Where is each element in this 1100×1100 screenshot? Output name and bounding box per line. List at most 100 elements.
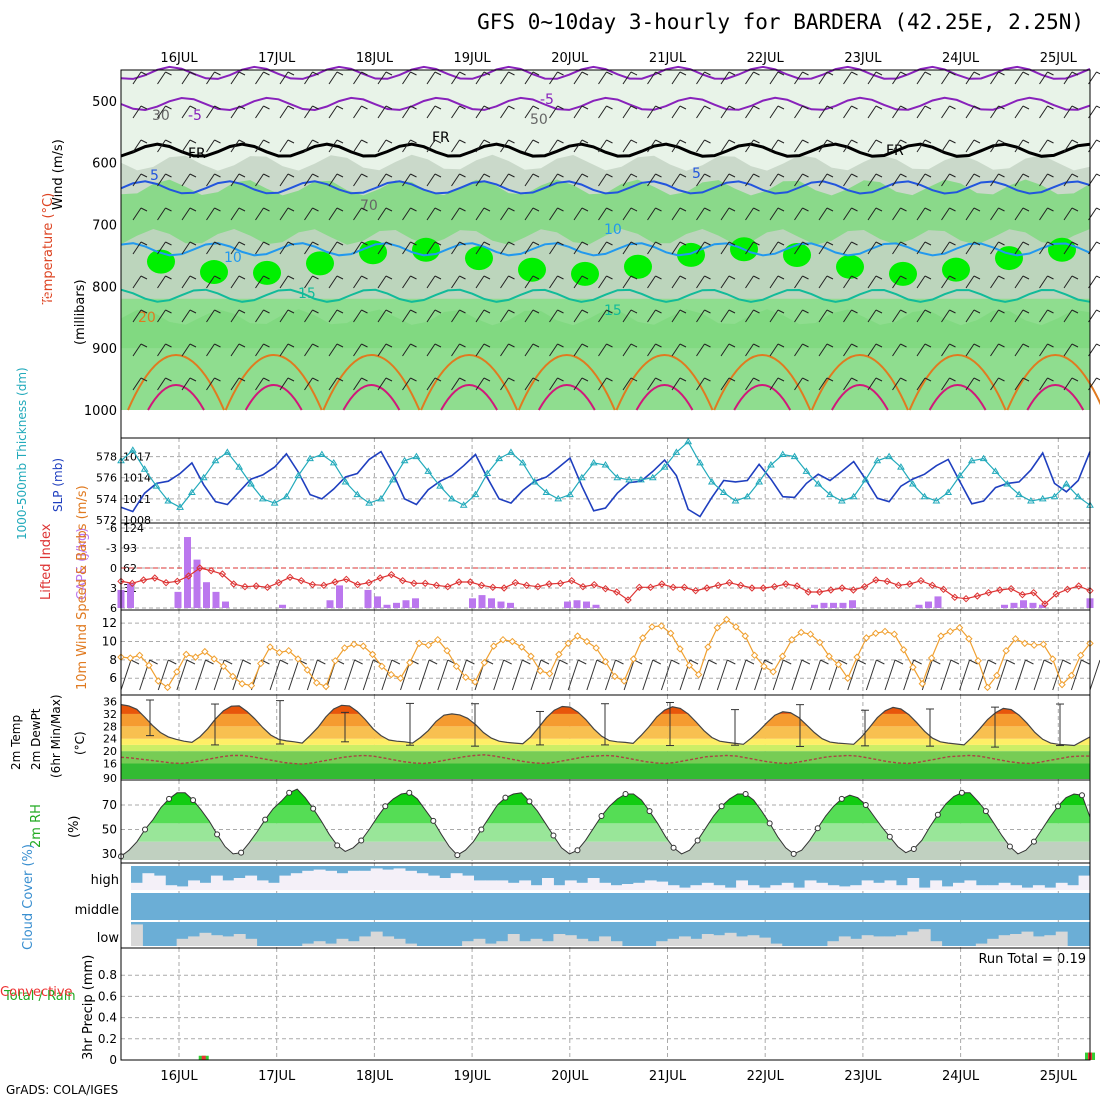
wind-barb-flag: [851, 309, 858, 314]
wind-speed-point: [508, 637, 517, 646]
cloud-low-bar: [679, 936, 691, 946]
li-tick-label: 6: [110, 602, 117, 615]
wind-barb-flag: [753, 377, 760, 382]
wind-barb: [328, 173, 338, 187]
wind-barb: [598, 343, 607, 357]
wind-speed-point: [368, 650, 377, 659]
wind-speed-point: [862, 634, 871, 642]
li-point: [522, 581, 531, 590]
wind-barb: [622, 71, 632, 85]
wind-barb: [304, 139, 313, 153]
cloud-low-bar: [998, 935, 1011, 946]
wind-barb: [206, 377, 215, 391]
li-point: [1029, 588, 1038, 597]
wind-barb: [1039, 139, 1048, 153]
wind-barb-flag: [361, 275, 368, 280]
wind-barb-flag: [950, 659, 960, 665]
cloud-low-bar: [770, 943, 783, 946]
wind-barb: [1039, 207, 1048, 221]
wind-speed-point: [806, 630, 815, 638]
wind-speed-point: [312, 679, 321, 687]
wind-barb-flag: [728, 173, 736, 178]
contour-label: 30: [152, 108, 170, 124]
wind-barb-flag: [189, 173, 197, 178]
thickness-point: [861, 475, 870, 483]
contour-line: [120, 242, 1091, 257]
wind-barb-flag: [361, 309, 368, 314]
wind-barb-flag: [924, 139, 932, 144]
wind-speed-point: [247, 681, 256, 690]
rh-point: [430, 817, 437, 824]
cloud-high-bar: [724, 887, 737, 890]
contour-label: -5: [540, 92, 554, 108]
axis-label-millibars: (millibars): [73, 279, 88, 345]
cloud-low-bar: [713, 935, 726, 946]
wind-barb-flag: [973, 309, 981, 314]
cloud-low-bar: [553, 934, 566, 946]
wind-barb: [622, 377, 632, 391]
wind-barb: [230, 105, 240, 119]
wind-barb: [455, 659, 467, 691]
wind-speed-point: [704, 643, 712, 651]
wind-barb-flag: [913, 659, 922, 665]
wind-barb: [377, 139, 387, 153]
cloud-high-bar: [302, 870, 315, 890]
wind-barb: [255, 207, 264, 221]
wind-barb-flag: [900, 377, 907, 382]
wind-barb: [769, 343, 779, 357]
cloud-high-bar: [222, 880, 235, 890]
wind-barb-flag: [483, 71, 491, 76]
wind-barb-flag: [1096, 207, 1100, 211]
wind-barb-flag: [655, 139, 662, 144]
thickness-tick-label: 576: [96, 472, 117, 485]
wind-barb: [794, 309, 803, 323]
wind-barb-flag: [508, 173, 515, 178]
cape-bar: [564, 601, 571, 608]
wind-barb-flag: [782, 659, 792, 665]
rh-point: [406, 789, 413, 796]
wind-speed-point: [1067, 671, 1076, 680]
wind-barb: [132, 377, 142, 391]
wind-barb: [1014, 71, 1024, 85]
contour-label: 15: [298, 286, 316, 302]
li-point: [421, 579, 429, 588]
wind-barb-flag: [652, 659, 661, 665]
wind-barb-flag: [165, 377, 172, 382]
cloud-low-bar: [827, 941, 840, 946]
thickness-point: [436, 482, 444, 489]
wind-speed-point: [834, 660, 843, 669]
wind-barb: [720, 207, 730, 221]
wind-barb-flag: [1096, 377, 1100, 381]
wind-barb-flag: [826, 173, 834, 178]
rh-point: [598, 813, 605, 819]
li-point: [534, 582, 542, 591]
contour-line: [120, 96, 1091, 112]
wind-barb: [818, 241, 828, 255]
rh-point: [1006, 843, 1013, 850]
cloud-low-bar: [462, 941, 474, 946]
temperature-contour: [322, 354, 421, 411]
wind-barb: [671, 377, 681, 391]
rh-band: [121, 309, 1090, 410]
wind-barb: [232, 659, 244, 691]
wind-barb-flag: [851, 343, 858, 348]
wind-barb: [1014, 377, 1024, 391]
wind-barb-flag: [508, 275, 515, 280]
wind-barb: [255, 343, 264, 357]
wind-barb: [328, 377, 338, 391]
wind-speed-point: [965, 635, 973, 643]
wind-barb: [671, 173, 681, 187]
rh-point: [262, 816, 269, 823]
wind-barb: [230, 71, 240, 85]
wind-barb-flag: [630, 377, 638, 382]
wind-barb: [377, 173, 387, 187]
wind-barb: [306, 659, 318, 691]
wind-barb: [696, 343, 705, 357]
wind-barb-flag: [630, 173, 638, 178]
cloud-high-bar: [873, 882, 885, 890]
wind-barb: [671, 241, 681, 255]
wind-barb-flag: [1071, 207, 1079, 212]
cape-bar: [497, 601, 505, 608]
wind-barb: [605, 659, 616, 691]
